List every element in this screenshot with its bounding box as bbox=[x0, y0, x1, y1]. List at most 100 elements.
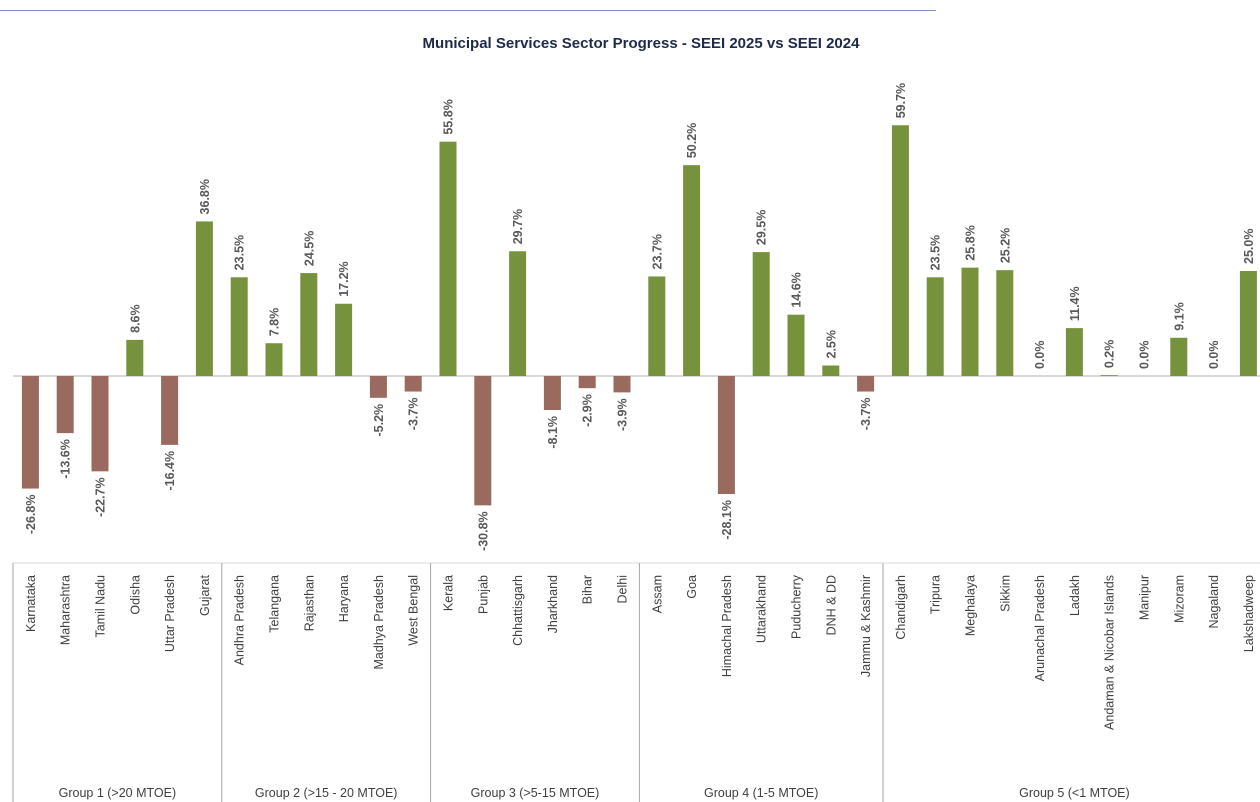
data-label: -16.4% bbox=[163, 451, 177, 491]
data-label: -3.9% bbox=[616, 398, 630, 431]
data-label: 0.0% bbox=[1138, 341, 1152, 370]
category-label: Punjab bbox=[476, 575, 490, 614]
data-label: 25.8% bbox=[964, 225, 978, 260]
bar bbox=[369, 376, 387, 398]
data-label: 55.8% bbox=[442, 99, 456, 134]
category-label: Ladakh bbox=[1068, 575, 1082, 616]
bar bbox=[822, 365, 840, 376]
bar bbox=[126, 339, 144, 376]
data-label: 50.2% bbox=[685, 123, 699, 158]
bar bbox=[961, 267, 979, 376]
category-label: Kerala bbox=[442, 575, 456, 611]
data-label: -5.2% bbox=[372, 404, 386, 437]
data-label: -8.1% bbox=[546, 416, 560, 449]
category-label: Jharkhand bbox=[546, 575, 560, 633]
data-label: 23.5% bbox=[233, 235, 247, 270]
chart-title: Municipal Services Sector Progress - SEE… bbox=[422, 35, 860, 52]
category-label: Himachal Pradesh bbox=[720, 575, 734, 677]
data-label: 2.5% bbox=[824, 330, 838, 359]
bar bbox=[996, 270, 1014, 376]
bar bbox=[717, 376, 735, 495]
bar bbox=[509, 251, 527, 376]
bar bbox=[683, 165, 701, 376]
bar bbox=[404, 376, 422, 392]
data-label: 25.2% bbox=[998, 228, 1012, 263]
data-label: -2.9% bbox=[581, 394, 595, 427]
data-label: 0.0% bbox=[1207, 341, 1221, 370]
category-label: Manipur bbox=[1138, 575, 1152, 620]
category-label: Maharashtra bbox=[59, 575, 73, 645]
category-label: Uttar Pradesh bbox=[163, 575, 177, 652]
bar bbox=[1065, 328, 1083, 376]
category-label: Lakshadweep bbox=[1242, 575, 1256, 652]
data-label: 59.7% bbox=[894, 83, 908, 118]
data-label: 7.8% bbox=[268, 308, 282, 337]
data-label: -26.8% bbox=[24, 495, 38, 535]
category-label: Goa bbox=[685, 575, 699, 599]
bar bbox=[265, 343, 283, 376]
data-label: 11.4% bbox=[1068, 286, 1082, 321]
bar bbox=[648, 276, 666, 376]
category-label: Delhi bbox=[616, 575, 630, 604]
data-label: 29.7% bbox=[511, 209, 525, 244]
category-label: Gujarat bbox=[198, 574, 212, 616]
bar bbox=[474, 376, 492, 506]
bar bbox=[578, 376, 596, 389]
bar bbox=[613, 376, 631, 393]
data-label: -3.7% bbox=[859, 398, 873, 431]
category-label: Sikkim bbox=[998, 575, 1012, 612]
category-label: Tripura bbox=[929, 575, 943, 614]
bar bbox=[857, 376, 875, 392]
category-label: Andhra Pradesh bbox=[233, 575, 247, 665]
data-label: 0.2% bbox=[1103, 340, 1117, 369]
category-label: DNH & DD bbox=[824, 575, 838, 635]
category-label: Chhattisgarh bbox=[511, 575, 525, 646]
bar bbox=[91, 376, 109, 472]
category-label: West Bengal bbox=[407, 575, 421, 646]
data-label: 14.6% bbox=[790, 272, 804, 307]
data-label: 36.8% bbox=[198, 179, 212, 214]
category-label: Nagaland bbox=[1207, 575, 1221, 629]
category-label: Mizoram bbox=[1172, 575, 1186, 623]
category-label: Meghalaya bbox=[964, 575, 978, 636]
group-label: Group 2 (>15 - 20 MTOE) bbox=[255, 786, 398, 800]
category-label: Jammu & Kashmir bbox=[859, 575, 873, 677]
category-label: Assam bbox=[650, 575, 664, 613]
data-label: 17.2% bbox=[337, 261, 351, 296]
bar bbox=[439, 141, 457, 376]
category-label: Tamil Nadu bbox=[94, 575, 108, 638]
category-label: Karnataka bbox=[24, 575, 38, 632]
category-label: Arunachal Pradesh bbox=[1033, 575, 1047, 681]
bar bbox=[300, 273, 318, 376]
data-label: 29.5% bbox=[755, 210, 769, 245]
top-rule bbox=[0, 10, 936, 11]
data-label: -3.7% bbox=[407, 398, 421, 431]
category-label: Uttarakhand bbox=[755, 575, 769, 643]
category-label: Haryana bbox=[337, 575, 351, 622]
bar bbox=[787, 314, 805, 376]
data-label: 23.5% bbox=[929, 235, 943, 270]
category-label: Bihar bbox=[581, 575, 595, 604]
data-label: 25.0% bbox=[1242, 229, 1256, 264]
data-label: -13.6% bbox=[59, 439, 73, 479]
bar bbox=[56, 376, 74, 434]
data-label: 23.7% bbox=[650, 234, 664, 269]
bar bbox=[161, 376, 179, 445]
bar bbox=[1239, 271, 1257, 376]
group-label: Group 4 (1-5 MTOE) bbox=[704, 786, 818, 800]
bar bbox=[1170, 337, 1188, 376]
bar bbox=[752, 252, 770, 376]
category-label: Andaman & Nicobar Islands bbox=[1103, 575, 1117, 730]
bar bbox=[1100, 375, 1118, 376]
category-label: Telangana bbox=[268, 575, 282, 633]
category-label: Chandigarh bbox=[894, 575, 908, 640]
group-label: Group 3 (>5-15 MTOE) bbox=[471, 786, 600, 800]
data-label: -22.7% bbox=[94, 477, 108, 517]
group-label: Group 1 (>20 MTOE) bbox=[59, 786, 177, 800]
data-label: -30.8% bbox=[476, 511, 490, 551]
bar bbox=[230, 277, 248, 376]
bar bbox=[21, 376, 39, 489]
group-label: Group 5 (<1 MTOE) bbox=[1019, 786, 1130, 800]
bar bbox=[891, 125, 909, 376]
data-label: -28.1% bbox=[720, 500, 734, 540]
